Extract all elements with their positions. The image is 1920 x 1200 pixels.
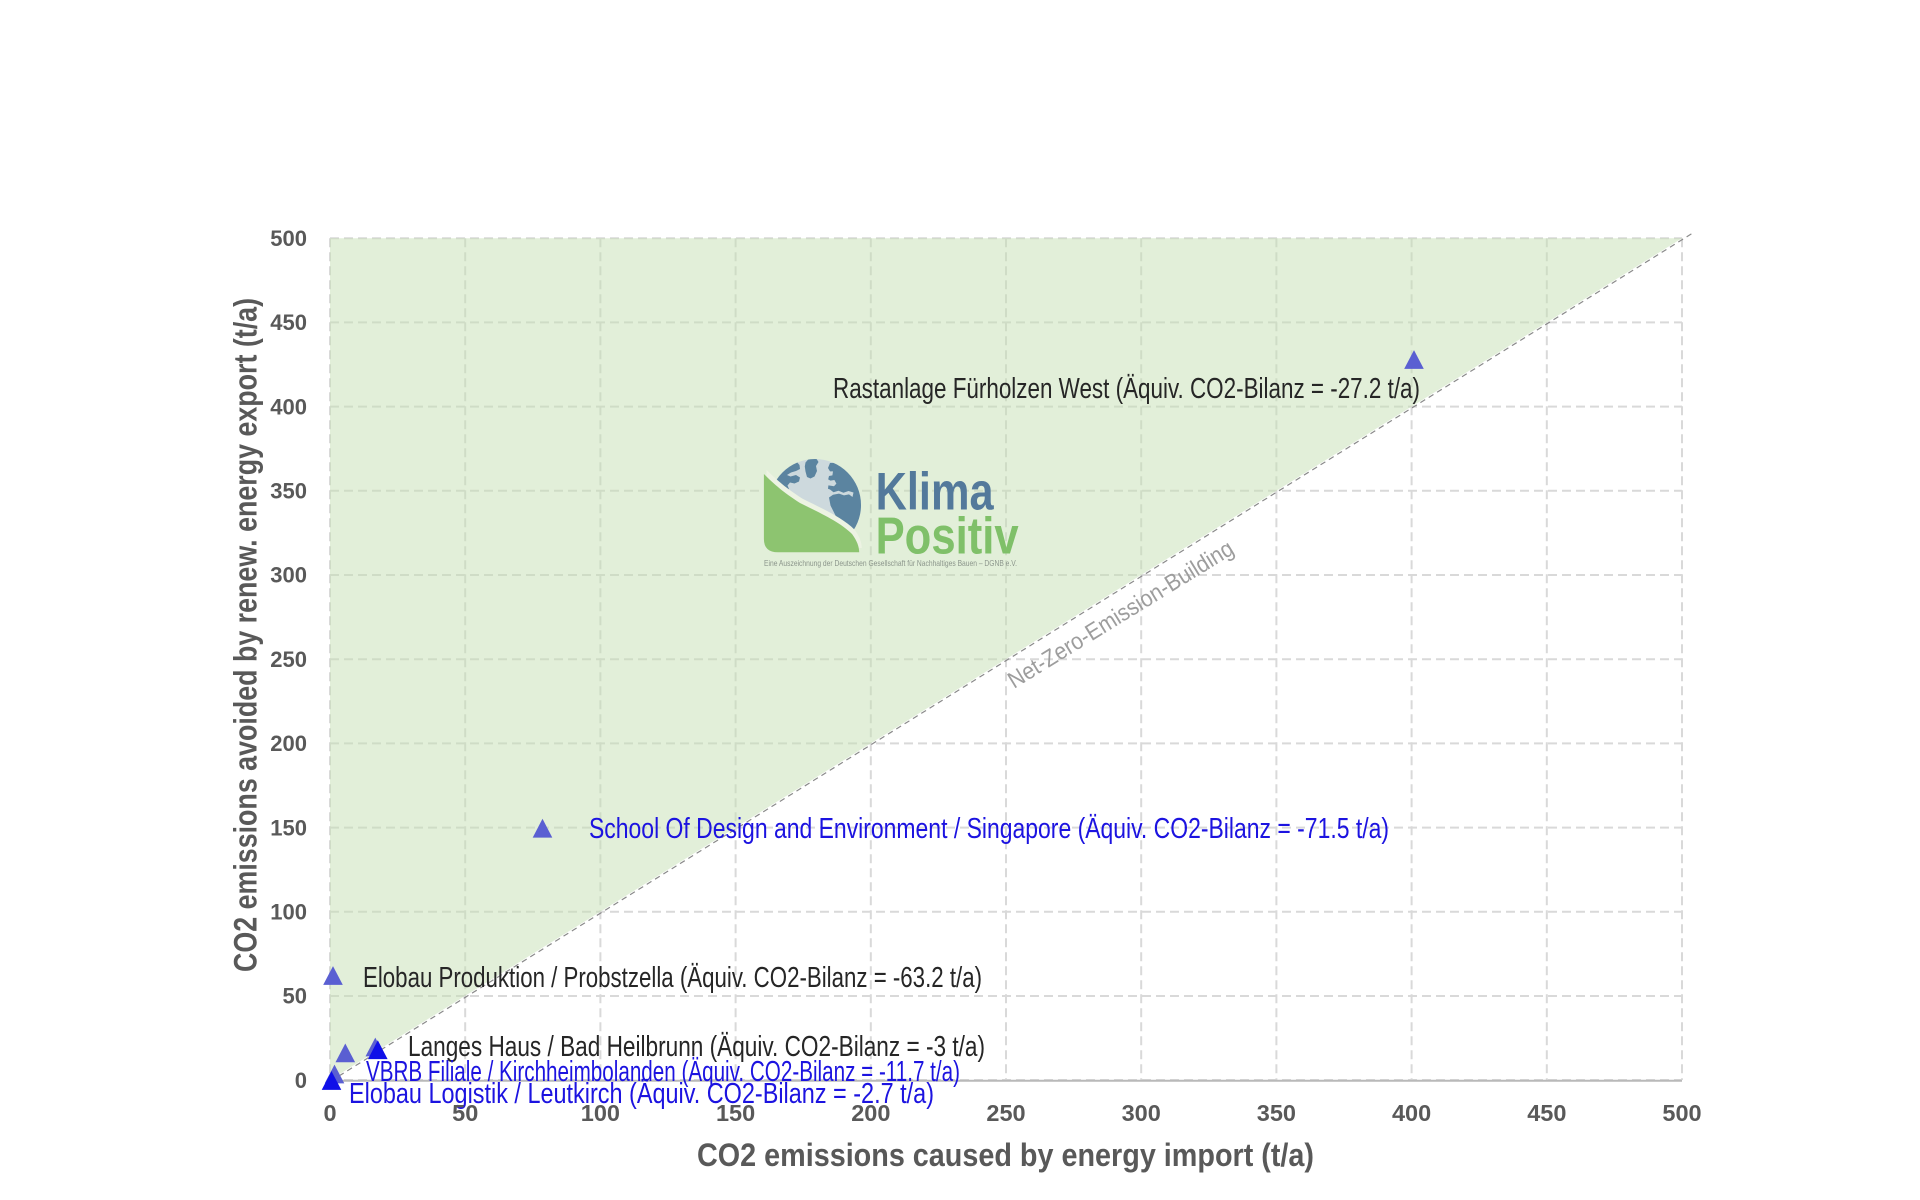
svg-text:Elobau Logistik / Leutkirch (Ä: Elobau Logistik / Leutkirch (Äquiv. CO2-… xyxy=(349,1078,934,1110)
svg-text:CO2 emissions avoided by renew: CO2 emissions avoided by renew. energy e… xyxy=(228,298,264,972)
svg-text:150: 150 xyxy=(270,815,307,840)
svg-text:400: 400 xyxy=(1392,1100,1431,1126)
svg-text:CO2 emissions caused by energy: CO2 emissions caused by energy import (t… xyxy=(697,1137,1314,1173)
svg-text:50: 50 xyxy=(283,984,307,1009)
svg-text:200: 200 xyxy=(270,731,307,756)
svg-text:Rastanlage Fürholzen West (Äqu: Rastanlage Fürholzen West (Äquiv. CO2-Bi… xyxy=(833,373,1420,405)
svg-text:Elobau Produktion / Probstzell: Elobau Produktion / Probstzella (Äquiv. … xyxy=(363,962,982,994)
svg-text:0: 0 xyxy=(323,1100,336,1126)
svg-text:500: 500 xyxy=(270,226,307,251)
svg-text:350: 350 xyxy=(1257,1100,1296,1126)
svg-text:300: 300 xyxy=(270,563,307,588)
svg-text:450: 450 xyxy=(270,310,307,335)
svg-text:Eine Auszeichnung der Deutsche: Eine Auszeichnung der Deutschen Gesellsc… xyxy=(764,558,1017,568)
svg-text:350: 350 xyxy=(270,479,307,504)
svg-text:Klima: Klima xyxy=(876,462,994,521)
svg-text:Langes Haus / Bad Heilbrunn (Ä: Langes Haus / Bad Heilbrunn (Äquiv. CO2-… xyxy=(408,1031,985,1063)
svg-text:500: 500 xyxy=(1662,1100,1701,1126)
svg-text:200: 200 xyxy=(851,1100,890,1126)
svg-text:450: 450 xyxy=(1527,1100,1566,1126)
svg-text:0: 0 xyxy=(295,1068,307,1093)
svg-text:50: 50 xyxy=(452,1100,478,1126)
svg-text:VBRB Filiale / Kirchheimboland: VBRB Filiale / Kirchheimbolanden (Äquiv.… xyxy=(366,1056,960,1088)
svg-text:100: 100 xyxy=(270,899,307,924)
svg-text:250: 250 xyxy=(270,647,307,672)
svg-text:400: 400 xyxy=(270,394,307,419)
svg-text:250: 250 xyxy=(986,1100,1025,1126)
svg-text:300: 300 xyxy=(1122,1100,1161,1126)
svg-text:100: 100 xyxy=(581,1100,620,1126)
svg-text:School Of Design and Environme: School Of Design and Environment / Singa… xyxy=(589,813,1389,845)
svg-text:Positiv: Positiv xyxy=(876,507,1019,565)
svg-text:150: 150 xyxy=(716,1100,755,1126)
